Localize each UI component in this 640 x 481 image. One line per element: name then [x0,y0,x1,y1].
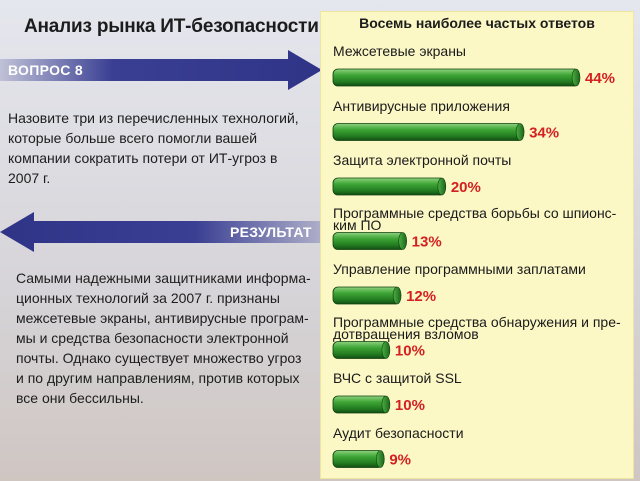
chart-panel: Восемь наиболее частых ответов Межсетевы… [320,11,634,479]
category-label-line: Программные средства борьбы со шпионс- [333,204,617,221]
category-label: Межсетевые экраны [333,43,466,59]
bar [332,450,384,468]
result-line: мы и средства безопасности электронной [16,330,289,346]
bar-cap [381,395,391,414]
bar-cap [571,68,581,87]
value-label: 10% [395,397,425,414]
result-arrow [0,212,325,252]
value-label: 13% [412,234,442,251]
question-line: Назовите три из перечисленных технологий… [8,110,299,126]
category-label-line: Защита электронной почты [333,152,512,168]
bar-cap [515,123,525,141]
category-label: Аудит безопасности [333,424,464,441]
category-label: Защита электронной почты [333,152,512,168]
chart-title: Восемь наиболее частых ответов [359,15,595,31]
result-label: РЕЗУЛЬТАТ [230,224,312,240]
question-text: Назовите три из перечисленных технологий… [8,108,299,188]
bar [332,395,390,414]
category-label-line: Управление программными заплатами [333,261,586,277]
category-label: Программные средства борьбы со шпионс-ки… [333,204,617,233]
bar-chart: 44% 34% 20% 13% 12% 10% 10% 9% [332,68,615,469]
value-label: 20% [451,179,481,196]
result-line: все они бессильны. [16,390,144,406]
result-line: почты. Однако существует множество угроз [16,350,302,366]
category-label: Программные средства обнаружения и пре-д… [333,313,621,342]
result-line: межсетевые экраны, антивирусные програм- [16,310,309,326]
bar [332,341,390,359]
bar [332,123,524,141]
question-line: которые больше всего помогли вашей [8,130,258,146]
result-line: Самыми надежными защитниками информа- [16,270,311,286]
category-label-line: ВЧС с защитой SSL [333,370,462,386]
category-label: Управление программными заплатами [333,261,586,277]
bar [332,286,401,305]
question-arrow [0,50,322,90]
value-label: 9% [389,452,411,469]
bar-cap [381,341,391,359]
page-title: Анализ рынка ИТ-безопасности [24,16,319,37]
category-label-line: Аудит безопасности [333,424,464,441]
bar [332,177,446,196]
value-label: 10% [395,343,425,360]
question-line: компании сократить потери от ИТ-угроз в [8,150,278,166]
result-line: ционных технологий за 2007 г. признаны [16,290,280,306]
value-label: 12% [406,288,436,305]
category-label-line: Антивирусные приложения [333,97,510,114]
category-label: Антивирусные приложения [333,97,510,114]
category-label: ВЧС с защитой SSL [333,370,462,386]
question-line: 2007 г. [8,170,51,186]
category-label-line: дотвращения взломов [333,325,479,342]
bar-cap [376,450,385,468]
category-label-line: Программные средства обнаружения и пре- [333,313,621,330]
bar-cap [437,177,447,196]
bar-cap [398,232,407,250]
question-label: ВОПРОС 8 [8,62,83,78]
category-label-line: ким ПО [333,216,382,233]
value-label: 44% [585,70,615,87]
bar [332,232,407,250]
category-label-line: Межсетевые экраны [333,43,466,59]
result-text: Самыми надежными защитниками информа- ци… [16,268,311,408]
result-line: и по другим направлениям, против которых [16,370,300,386]
value-label: 34% [529,125,559,142]
bar-cap [392,286,402,305]
bar [332,68,580,87]
